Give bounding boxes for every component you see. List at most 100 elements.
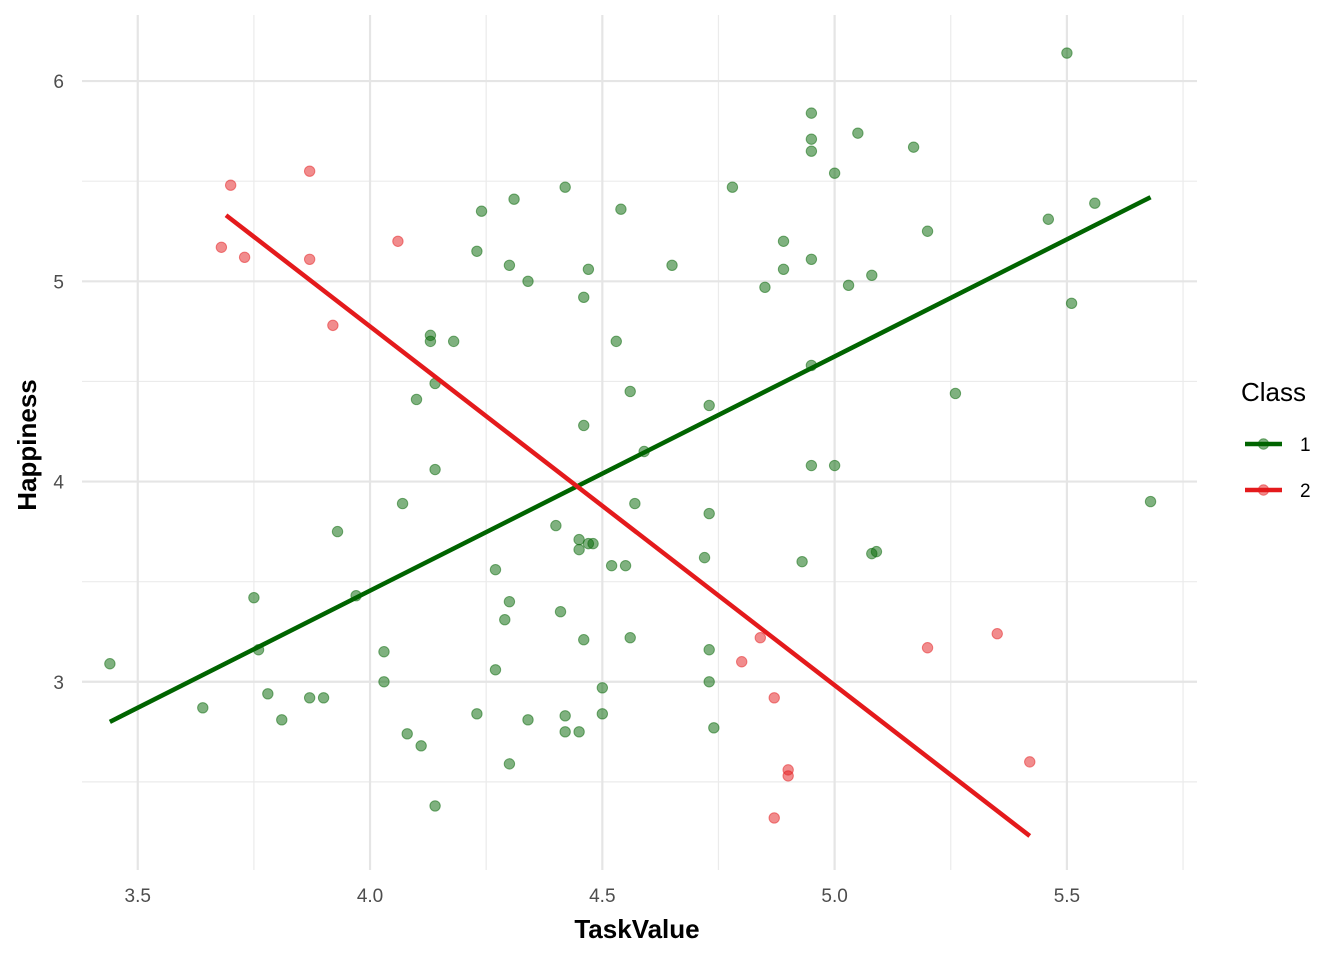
data-point-class-1 — [726, 181, 739, 193]
data-point-class-1 — [624, 632, 636, 644]
data-point-class-1 — [378, 646, 390, 658]
trend-line-class-2 — [224, 213, 1032, 838]
data-point-class-1 — [1061, 47, 1073, 59]
data-point-class-1 — [331, 525, 344, 538]
data-point-class-1 — [870, 545, 883, 558]
data-point-class-1 — [573, 543, 585, 556]
data-point-class-1 — [1144, 495, 1157, 508]
data-point-class-1 — [248, 591, 260, 604]
data-point-class-2 — [1024, 756, 1036, 768]
data-point-class-1 — [489, 664, 502, 676]
y-axis-title: Happiness — [12, 379, 42, 511]
data-point-class-1 — [842, 279, 855, 292]
data-point-class-1 — [578, 634, 590, 646]
data-point-class-1 — [805, 145, 818, 157]
data-point-class-1 — [587, 537, 599, 550]
data-point-class-2 — [224, 179, 237, 191]
grid-major — [82, 15, 1197, 870]
data-point-class-1 — [615, 203, 627, 215]
data-point-class-2 — [238, 251, 251, 263]
legend-label-2: 2 — [1300, 481, 1311, 502]
data-point-class-2 — [921, 642, 934, 654]
y-tick-label: 6 — [53, 72, 64, 93]
data-point-class-1 — [578, 419, 590, 432]
legend-key-point-2 — [1257, 484, 1270, 496]
data-point-class-1 — [698, 551, 711, 564]
data-point-class-1 — [805, 107, 818, 119]
data-point-class-1 — [378, 676, 390, 688]
data-point-class-1 — [104, 658, 116, 670]
data-point-class-2 — [736, 656, 748, 668]
data-point-class-1 — [703, 507, 715, 520]
trend-line-class-1 — [108, 195, 1152, 724]
data-point-class-1 — [1065, 297, 1078, 310]
data-point-class-1 — [1042, 213, 1055, 225]
data-point-class-2 — [303, 165, 316, 177]
legend-label-1: 1 — [1300, 435, 1311, 456]
data-point-class-1 — [777, 263, 790, 275]
data-point-class-2 — [392, 235, 404, 247]
data-point-class-1 — [471, 708, 483, 720]
data-point-class-1 — [503, 259, 516, 271]
x-axis-title: TaskValue — [574, 914, 699, 944]
data-point-class-1 — [573, 726, 585, 738]
legend-key-point-1 — [1257, 438, 1270, 450]
data-point-class-1 — [777, 235, 790, 247]
data-point-class-1 — [424, 335, 437, 348]
data-point-class-1 — [401, 728, 413, 740]
data-point-class-1 — [921, 225, 934, 237]
data-point-class-1 — [262, 688, 274, 700]
trend-lines-layer — [108, 195, 1152, 838]
data-point-class-1 — [852, 127, 864, 139]
data-point-class-1 — [629, 497, 641, 510]
data-point-class-1 — [708, 722, 720, 734]
data-point-class-1 — [471, 245, 483, 257]
data-point-class-1 — [559, 710, 571, 722]
data-point-class-1 — [522, 714, 534, 726]
data-point-class-1 — [429, 800, 441, 812]
data-point-class-1 — [415, 740, 427, 752]
data-point-class-1 — [605, 559, 618, 572]
data-point-class-1 — [396, 497, 409, 510]
data-point-class-1 — [907, 141, 920, 153]
data-point-class-1 — [447, 335, 460, 348]
data-point-class-1 — [197, 702, 209, 714]
data-point-class-1 — [303, 692, 316, 704]
data-point-class-1 — [596, 708, 609, 720]
data-point-class-1 — [578, 291, 590, 304]
data-point-class-1 — [550, 519, 562, 532]
data-point-class-2 — [754, 632, 766, 644]
data-point-class-1 — [559, 726, 571, 738]
y-tick-labels: 3 4 5 6 — [53, 72, 64, 694]
data-point-class-1 — [805, 253, 818, 265]
data-point-class-1 — [666, 259, 678, 271]
data-point-class-2 — [782, 770, 794, 782]
data-point-class-1 — [596, 682, 609, 694]
data-point-class-1 — [805, 459, 818, 472]
data-point-class-1 — [276, 714, 288, 726]
data-point-class-1 — [1089, 197, 1101, 209]
data-point-class-1 — [429, 463, 441, 476]
data-point-class-1 — [475, 205, 488, 217]
data-point-class-2 — [303, 253, 316, 265]
data-point-class-1 — [582, 263, 595, 275]
data-point-class-1 — [499, 614, 511, 626]
data-point-class-1 — [619, 559, 632, 572]
data-point-class-1 — [805, 133, 818, 145]
x-tick-label: 5.0 — [821, 886, 847, 907]
data-point-class-1 — [508, 193, 520, 205]
data-point-class-1 — [759, 281, 771, 294]
data-point-class-1 — [703, 676, 715, 688]
x-tick-label: 4.0 — [357, 886, 383, 907]
data-point-class-1 — [828, 459, 841, 472]
grid-minor — [82, 15, 1197, 870]
data-point-class-1 — [410, 393, 423, 406]
data-point-class-1 — [503, 758, 516, 770]
legend-items: 12 — [1245, 435, 1311, 502]
data-point-class-1 — [489, 563, 502, 576]
data-point-class-2 — [215, 241, 228, 253]
data-point-class-1 — [559, 181, 571, 193]
data-point-class-1 — [522, 275, 534, 288]
data-point-class-1 — [554, 605, 567, 618]
